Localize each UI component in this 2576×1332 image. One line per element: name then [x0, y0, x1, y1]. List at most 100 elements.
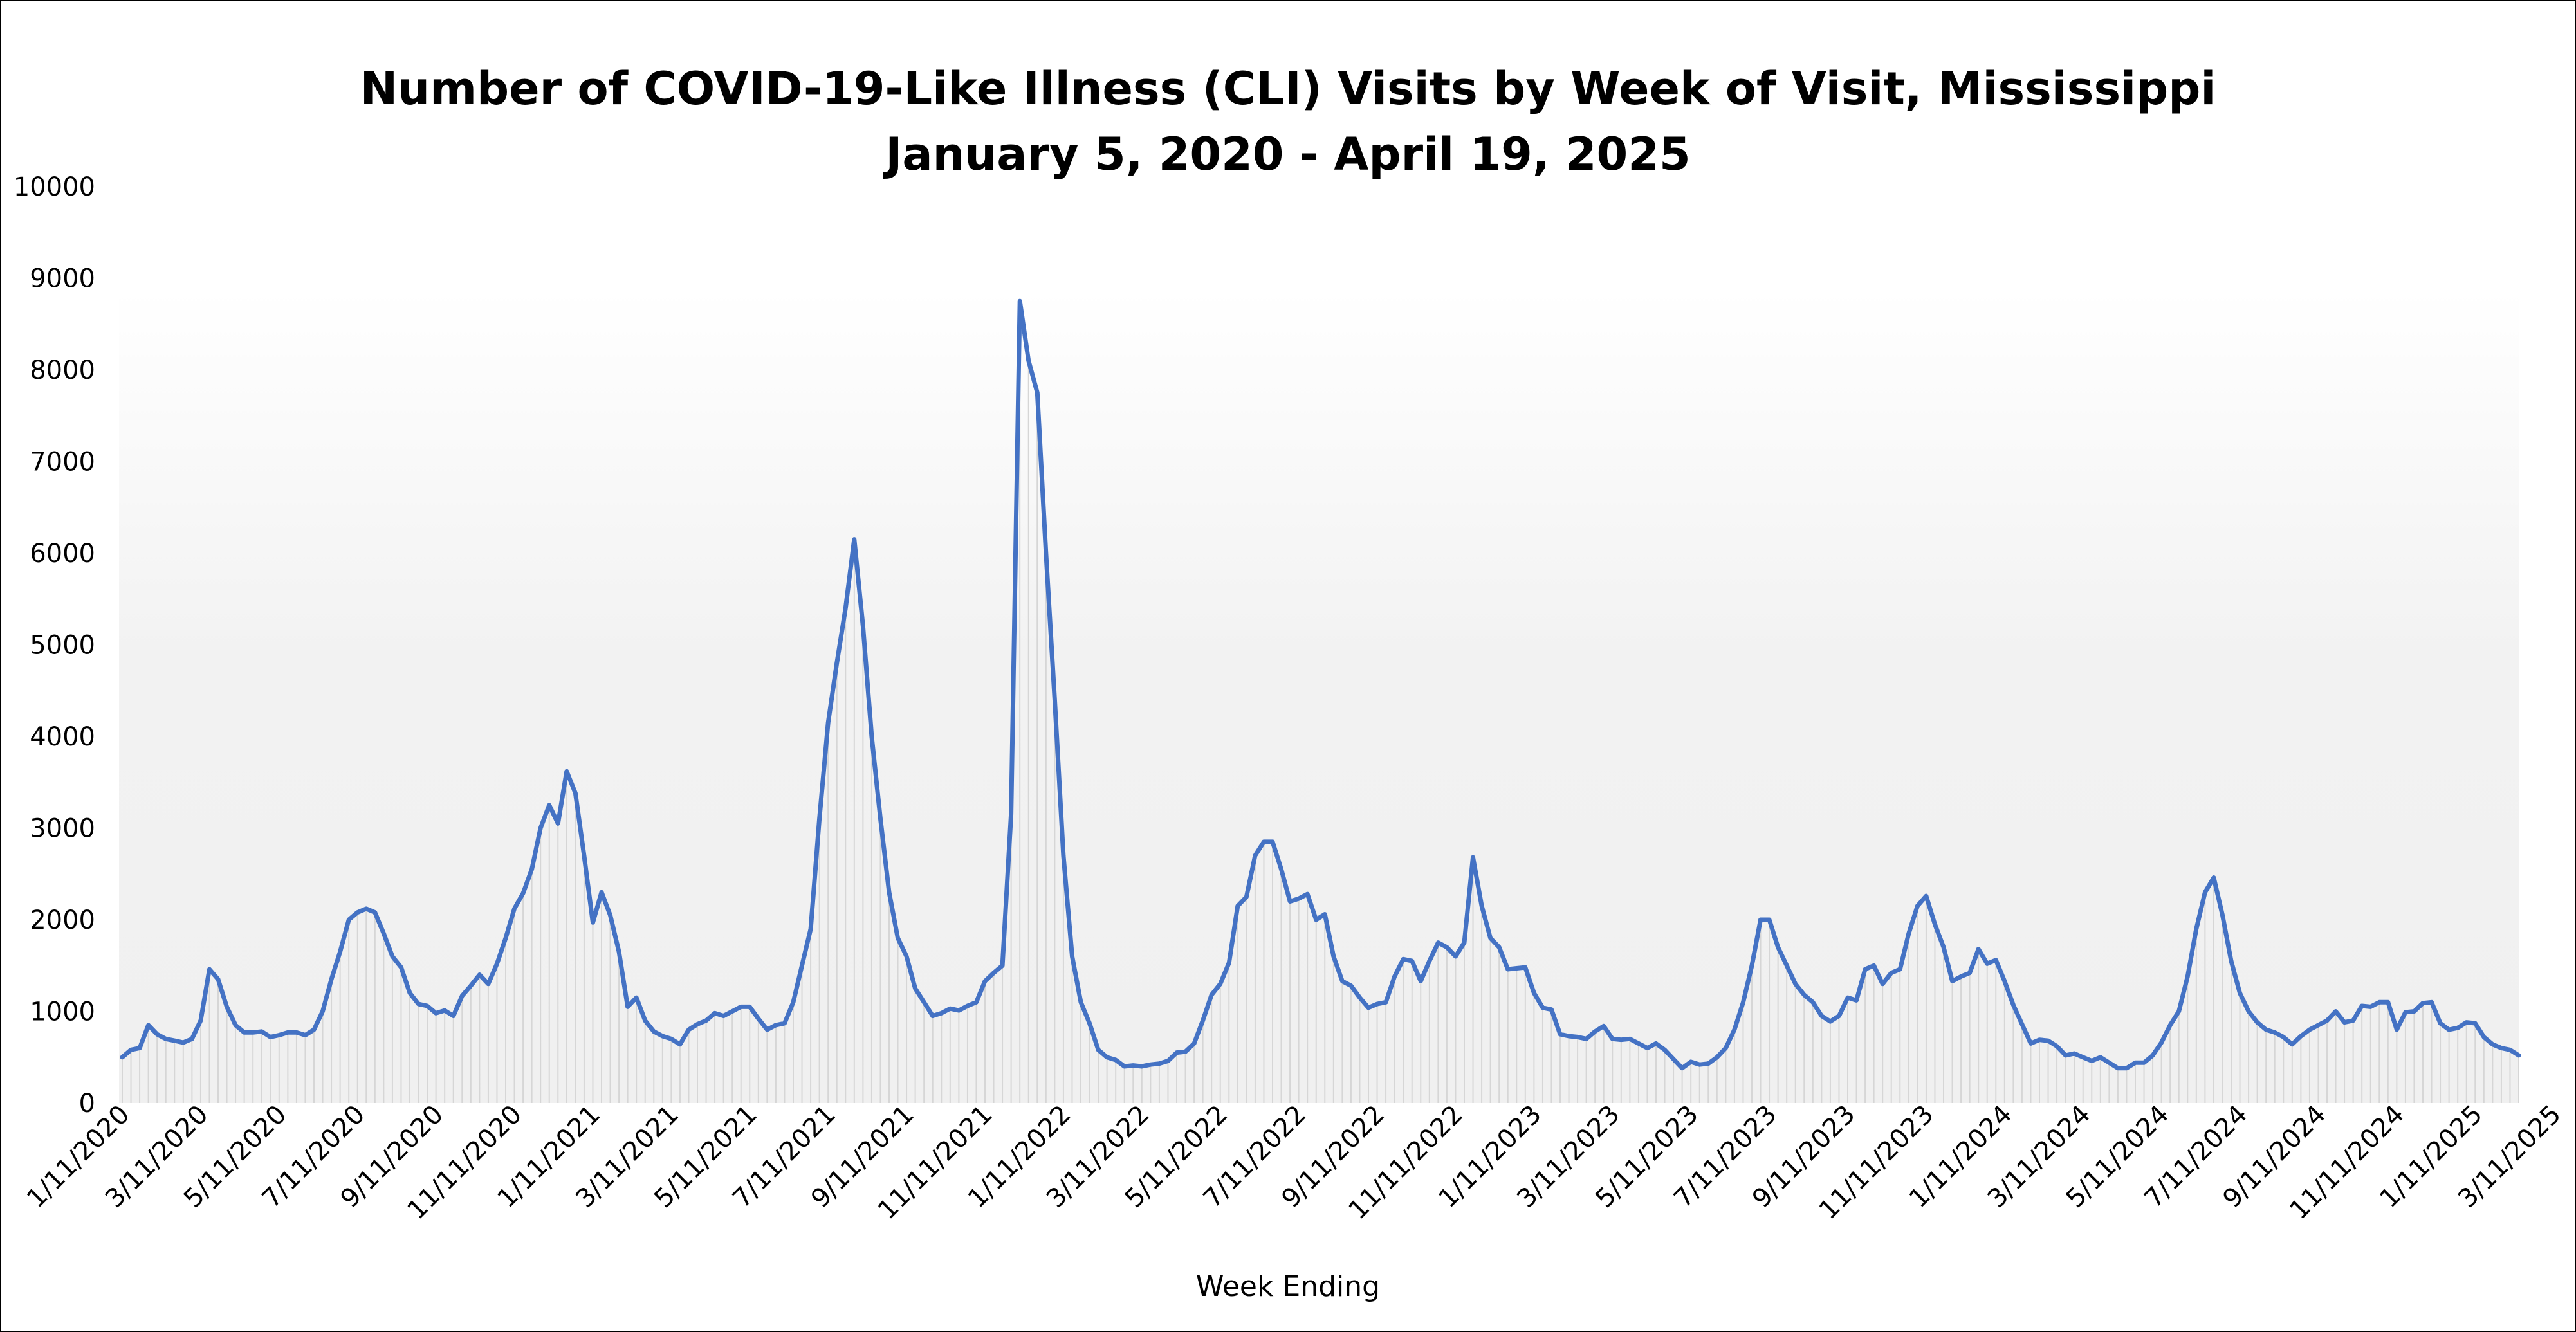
data-point	[1105, 1055, 1109, 1059]
data-point	[1854, 998, 1859, 1003]
data-point	[2290, 1042, 2294, 1046]
data-point	[1514, 966, 1519, 971]
data-point	[1881, 981, 1885, 986]
drop-lines	[122, 301, 2519, 1103]
data-point	[887, 890, 891, 895]
data-point	[1906, 931, 1911, 936]
data-point	[225, 1005, 229, 1009]
data-point	[1619, 1037, 1623, 1042]
data-point	[1009, 812, 1013, 817]
data-point	[721, 1014, 726, 1018]
data-point	[800, 963, 804, 968]
data-point	[163, 1037, 168, 1041]
data-point	[190, 1037, 194, 1041]
data-point	[974, 1000, 979, 1005]
data-point	[512, 906, 517, 911]
data-point	[1375, 1002, 1379, 1007]
data-point	[294, 1030, 299, 1035]
data-point	[1697, 1063, 1702, 1067]
data-point	[677, 1042, 682, 1046]
data-point	[1793, 981, 1798, 986]
data-point	[138, 1046, 142, 1050]
data-point	[251, 1030, 255, 1035]
data-point	[1819, 1014, 1824, 1018]
data-point	[1671, 1057, 1676, 1061]
data-point	[338, 949, 342, 954]
data-point	[2499, 1046, 2503, 1050]
data-point	[1741, 1000, 1745, 1005]
data-point	[2185, 974, 2190, 979]
data-point	[2151, 1053, 2155, 1057]
data-point	[1837, 1014, 1841, 1018]
data-point	[2142, 1061, 2146, 1065]
data-point	[782, 1021, 787, 1026]
data-point	[730, 1009, 735, 1014]
data-point	[869, 734, 874, 738]
data-point	[2438, 1021, 2443, 1026]
data-point	[2421, 1001, 2425, 1005]
data-point	[1924, 893, 1928, 898]
data-point	[922, 1000, 926, 1005]
data-point	[1540, 1005, 1545, 1010]
data-point	[2159, 1040, 2164, 1045]
data-point	[617, 949, 621, 954]
data-point	[425, 1003, 430, 1008]
data-point	[303, 1033, 308, 1037]
data-point	[1139, 1064, 1144, 1068]
y-tick-label: 3000	[30, 814, 95, 844]
data-point	[634, 996, 639, 1000]
data-point	[504, 936, 508, 940]
data-point	[2055, 1044, 2059, 1048]
data-point	[1636, 1041, 1641, 1046]
data-point	[2038, 1037, 2041, 1042]
data-point	[1567, 1034, 1571, 1038]
data-point	[591, 920, 595, 925]
data-point	[991, 971, 996, 975]
data-point	[1889, 971, 1893, 975]
data-point	[2211, 875, 2216, 880]
data-point	[1305, 892, 1310, 897]
data-point	[826, 720, 831, 725]
data-point	[2360, 1003, 2364, 1008]
data-point	[2255, 1020, 2259, 1025]
data-point	[2517, 1053, 2521, 1057]
data-point	[608, 913, 612, 917]
data-point	[538, 826, 543, 830]
data-point	[878, 817, 883, 821]
data-point	[756, 1016, 760, 1021]
data-point	[1628, 1037, 1632, 1041]
data-point	[1462, 940, 1466, 945]
data-point	[373, 910, 377, 915]
y-tick-label: 8000	[30, 356, 95, 385]
data-point	[1035, 390, 1040, 395]
data-point	[1453, 954, 1458, 958]
data-point	[408, 991, 412, 995]
data-point	[686, 1028, 691, 1032]
data-point	[434, 1011, 438, 1016]
data-point	[495, 962, 499, 966]
data-point	[2124, 1066, 2129, 1070]
data-point	[1942, 945, 1946, 949]
data-point	[2098, 1055, 2102, 1059]
data-point	[198, 1018, 203, 1023]
data-point	[1427, 959, 1431, 963]
data-point	[1497, 945, 1502, 949]
data-point	[1505, 967, 1510, 971]
data-point	[556, 821, 560, 826]
data-point	[773, 1023, 778, 1027]
data-point	[529, 867, 534, 871]
data-point	[234, 1023, 238, 1027]
data-point	[1689, 1059, 1693, 1064]
data-point	[1296, 897, 1301, 901]
data-point	[1122, 1064, 1127, 1068]
data-point	[547, 803, 551, 807]
data-point	[834, 661, 839, 665]
data-point	[329, 977, 334, 981]
data-point	[1235, 904, 1240, 908]
data-point	[1724, 1046, 1728, 1050]
data-point	[312, 1028, 316, 1032]
data-point	[913, 986, 917, 990]
data-point	[1976, 947, 1981, 951]
data-point	[2386, 1000, 2390, 1005]
y-tick-label: 7000	[30, 448, 95, 477]
